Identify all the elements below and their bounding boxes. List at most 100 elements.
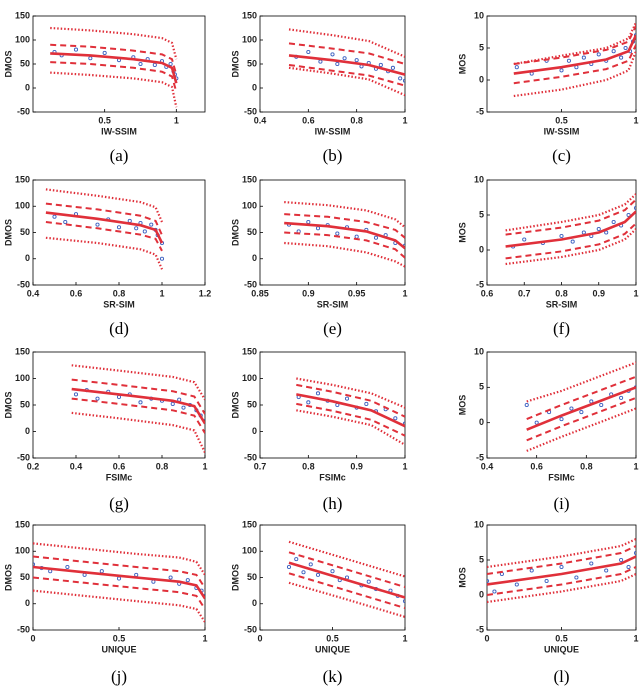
fit-line (296, 402, 405, 437)
subplot: 0.4 0.6 0.8 1 -50 0 50 100 150 IW-SSIM DMOS (b) (230, 10, 407, 165)
y-axis-label: DMOS (3, 51, 13, 78)
x-tick-label: 0 (30, 633, 35, 643)
data-point (596, 226, 601, 232)
fit-line (288, 42, 405, 65)
caption: (a) (110, 146, 129, 165)
x-tick-label: 0.4 (481, 461, 494, 471)
y-tick-label: 100 (242, 201, 257, 211)
y-axis-label: DMOS (3, 219, 13, 246)
data-point (33, 562, 36, 567)
y-tick-label: 150 (242, 10, 257, 20)
y-tick-label: -5 (476, 279, 484, 289)
fit-line (513, 21, 636, 66)
data-point (581, 55, 586, 60)
fit-line (513, 44, 636, 85)
y-tick-label: -50 (17, 279, 30, 289)
y-tick-label: 50 (247, 58, 257, 68)
fit-line (296, 393, 405, 428)
data-point (315, 572, 321, 577)
x-axis-label: FSIMc (106, 472, 133, 482)
plot-area (259, 524, 406, 631)
x-axis-label: UNIQUE (544, 644, 579, 654)
data-point (134, 226, 139, 231)
fit-line (71, 364, 205, 401)
plot-content (513, 21, 636, 98)
fit-line (288, 64, 405, 87)
y-axis-label: DMOS (230, 392, 240, 419)
y-tick-label: 100 (15, 201, 30, 211)
data-point (390, 65, 395, 70)
data-point (633, 33, 636, 38)
y-tick-label: 150 (15, 519, 30, 529)
fit-line (505, 228, 636, 266)
y-tick-label: -50 (17, 106, 30, 116)
data-point (522, 237, 527, 242)
y-axis-label: MOS (457, 567, 467, 588)
data-point (315, 391, 321, 396)
data-point (168, 575, 173, 580)
y-tick-label: 0 (479, 74, 484, 84)
data-point (514, 582, 519, 587)
x-tick-label: 1.2 (199, 288, 212, 298)
data-point (378, 62, 383, 68)
x-tick-label: 0.4 (254, 115, 267, 125)
y-tick-label: 150 (15, 10, 30, 20)
data-point (354, 58, 359, 63)
x-tick-label: 0.6 (530, 461, 543, 471)
data-point (599, 402, 604, 408)
y-tick-label: 100 (242, 34, 257, 44)
plot-area (259, 15, 406, 113)
y-tick-label: 150 (242, 346, 257, 356)
fit-line (288, 561, 405, 599)
data-point (559, 233, 564, 239)
y-tick-label: 50 (20, 572, 30, 582)
data-point (159, 256, 165, 261)
plot-content (288, 28, 405, 97)
fit-line (45, 202, 163, 236)
x-tick-label: 0.6 (70, 288, 83, 298)
y-tick-label: 0 (252, 426, 257, 436)
fit-line (288, 54, 405, 76)
plot-area (486, 179, 637, 286)
fit-line (33, 576, 205, 610)
x-tick-label: 0.5 (326, 633, 339, 643)
data-point (138, 61, 143, 67)
y-tick-label: 5 (479, 42, 484, 52)
y-tick-label: 100 (15, 34, 30, 44)
y-tick-label: 150 (15, 174, 30, 184)
caption: (b) (323, 146, 343, 165)
fit-line (526, 407, 636, 452)
y-tick-label: 150 (242, 519, 257, 529)
y-tick-label: 10 (474, 519, 484, 529)
fit-line (33, 555, 205, 589)
data-point (335, 61, 340, 67)
x-tick-label: 0.8 (302, 461, 315, 471)
fit-line (45, 211, 164, 244)
plot-content (50, 26, 179, 108)
x-tick-label: 0 (257, 633, 262, 643)
x-tick-label: 1 (402, 115, 407, 125)
data-point (142, 229, 147, 234)
fit-line (284, 213, 405, 239)
fit-line (513, 50, 636, 98)
plot-area (32, 15, 206, 113)
plot-content (487, 538, 636, 604)
data-point (514, 65, 519, 70)
data-point (116, 225, 122, 230)
fit-line (71, 411, 205, 454)
plot-content (284, 201, 405, 268)
fit-line (288, 581, 405, 618)
data-point (364, 401, 369, 406)
data-point (633, 550, 636, 556)
y-axis-label: MOS (457, 222, 467, 243)
y-tick-label: -50 (244, 452, 257, 462)
x-tick-label: 0.9 (592, 288, 605, 298)
y-tick-label: -5 (476, 452, 484, 462)
plot-content (505, 193, 636, 266)
fit-line (487, 566, 636, 596)
y-axis-label: MOS (457, 395, 467, 416)
x-tick-label: 0.4 (27, 288, 40, 298)
y-tick-label: 50 (247, 399, 257, 409)
plot-area (486, 524, 637, 631)
